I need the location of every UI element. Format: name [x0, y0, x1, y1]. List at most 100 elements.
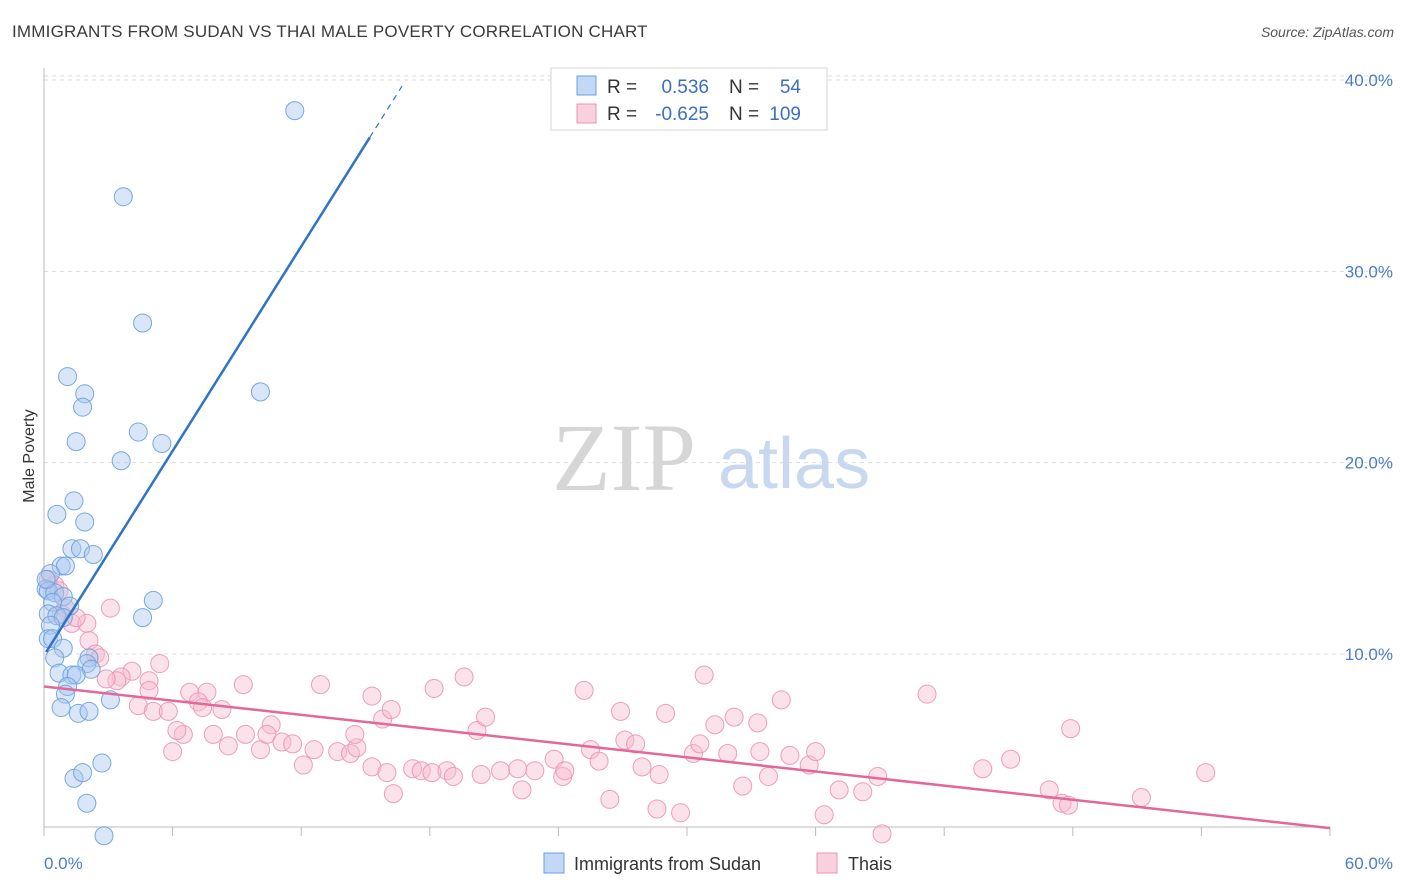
thai-point — [257, 724, 277, 744]
thai-point — [632, 757, 652, 777]
thai-point — [806, 742, 826, 762]
sudan-point — [94, 826, 114, 846]
thai-point — [724, 707, 744, 727]
sudan-point — [113, 187, 133, 207]
thai-point — [694, 665, 714, 685]
thai-point — [471, 765, 491, 785]
thai-point — [139, 671, 159, 691]
sudan-point — [143, 590, 163, 610]
thai-point — [733, 776, 753, 796]
y-tick-label: 30.0% — [1345, 262, 1393, 281]
thai-point — [1039, 780, 1059, 800]
sudan-point — [66, 432, 86, 452]
sudan-point — [58, 367, 78, 387]
tick-labels: 10.0% 20.0% 30.0% 40.0% 0.0% 60.0% — [44, 71, 1393, 873]
thai-point — [626, 734, 646, 754]
thai-point — [750, 742, 770, 762]
gridlines — [44, 75, 1392, 655]
thai-point — [656, 703, 676, 723]
thai-point — [508, 759, 528, 779]
sudan-point — [152, 434, 172, 454]
thai-point — [705, 715, 725, 735]
legend-label-thais: Thais — [848, 854, 892, 874]
thai-point — [1131, 788, 1151, 807]
watermark-zip: ZIP — [552, 404, 696, 511]
thai-point — [283, 734, 303, 754]
sudan-point — [45, 648, 65, 668]
thai-point — [203, 724, 223, 744]
thai-point — [647, 799, 667, 819]
sudan-point — [77, 793, 97, 813]
legend-r-value: 0.536 — [661, 77, 709, 98]
thai-point — [1001, 749, 1021, 769]
thai-point — [829, 780, 849, 800]
axes — [43, 68, 1331, 836]
y-tick-label: 20.0% — [1345, 454, 1393, 473]
y-tick-label: 40.0% — [1345, 71, 1393, 90]
sudan-point — [285, 101, 305, 121]
sudan-point — [51, 556, 71, 576]
sudan-trendline — [45, 136, 371, 653]
thai-point — [167, 721, 187, 741]
thai-point — [771, 690, 791, 710]
sudan-point — [47, 504, 67, 524]
thai-point — [814, 805, 834, 825]
thai-point — [491, 761, 511, 781]
thai-point — [690, 734, 710, 754]
sudan-point — [53, 587, 73, 607]
sudan-point — [58, 677, 78, 697]
legend-n-label: N = — [729, 104, 759, 125]
legend-n-label: N = — [729, 77, 759, 98]
thai-point — [1196, 763, 1216, 783]
legend-label-sudan: Immigrants from Sudan — [574, 854, 761, 874]
x-tick-label: 0.0% — [44, 854, 83, 873]
sudan-trendline-extension — [369, 85, 403, 138]
sudan-point — [64, 491, 84, 511]
thai-point — [443, 766, 463, 786]
watermark-atlas: atlas — [718, 424, 870, 504]
thai-point — [758, 766, 778, 786]
thai-point — [512, 780, 532, 800]
thai-point — [780, 745, 800, 765]
thai-point — [454, 667, 474, 687]
thai-point — [381, 699, 401, 719]
thai-point — [122, 661, 142, 681]
thai-point — [853, 782, 873, 802]
x-tick-label: 60.0% — [1345, 854, 1393, 873]
thai-point — [615, 730, 635, 750]
thai-point — [611, 701, 631, 721]
legend-n-value: 54 — [780, 77, 802, 98]
thai-point — [158, 701, 178, 721]
legend-r-value: -0.625 — [655, 104, 709, 125]
legend-swatch-sudan — [543, 852, 565, 874]
thai-point — [293, 755, 313, 775]
sudan-point — [55, 556, 75, 576]
thai-point — [96, 669, 116, 689]
legend-swatch-sudan — [576, 75, 597, 96]
sudan-point — [83, 545, 103, 565]
sudan-point — [133, 313, 153, 333]
thai-point — [304, 740, 324, 760]
thai-point — [193, 698, 213, 718]
thai-point — [476, 707, 496, 727]
thai-point — [345, 724, 365, 744]
legend-swatch-thais — [816, 852, 838, 874]
legend-r-label: R = — [607, 104, 637, 125]
thai-point — [235, 724, 255, 744]
sudan-point — [92, 753, 112, 773]
sudan-point — [73, 763, 93, 783]
sudan-point — [73, 397, 93, 417]
sudan-point — [75, 512, 95, 532]
source-label: Source: ZipAtlas.com — [1260, 24, 1394, 40]
legend-n-value: 109 — [769, 104, 801, 125]
sudan-point — [133, 608, 153, 628]
thai-point — [362, 757, 382, 777]
trendlines — [43, 85, 1331, 830]
thai-point — [525, 761, 545, 781]
y-axis-label: Male Poverty — [21, 409, 38, 502]
sudan-point — [111, 451, 131, 471]
thai-point — [377, 763, 397, 783]
thai-point — [748, 713, 768, 733]
legend-swatch-thais — [576, 103, 597, 124]
thai-point — [383, 784, 403, 804]
